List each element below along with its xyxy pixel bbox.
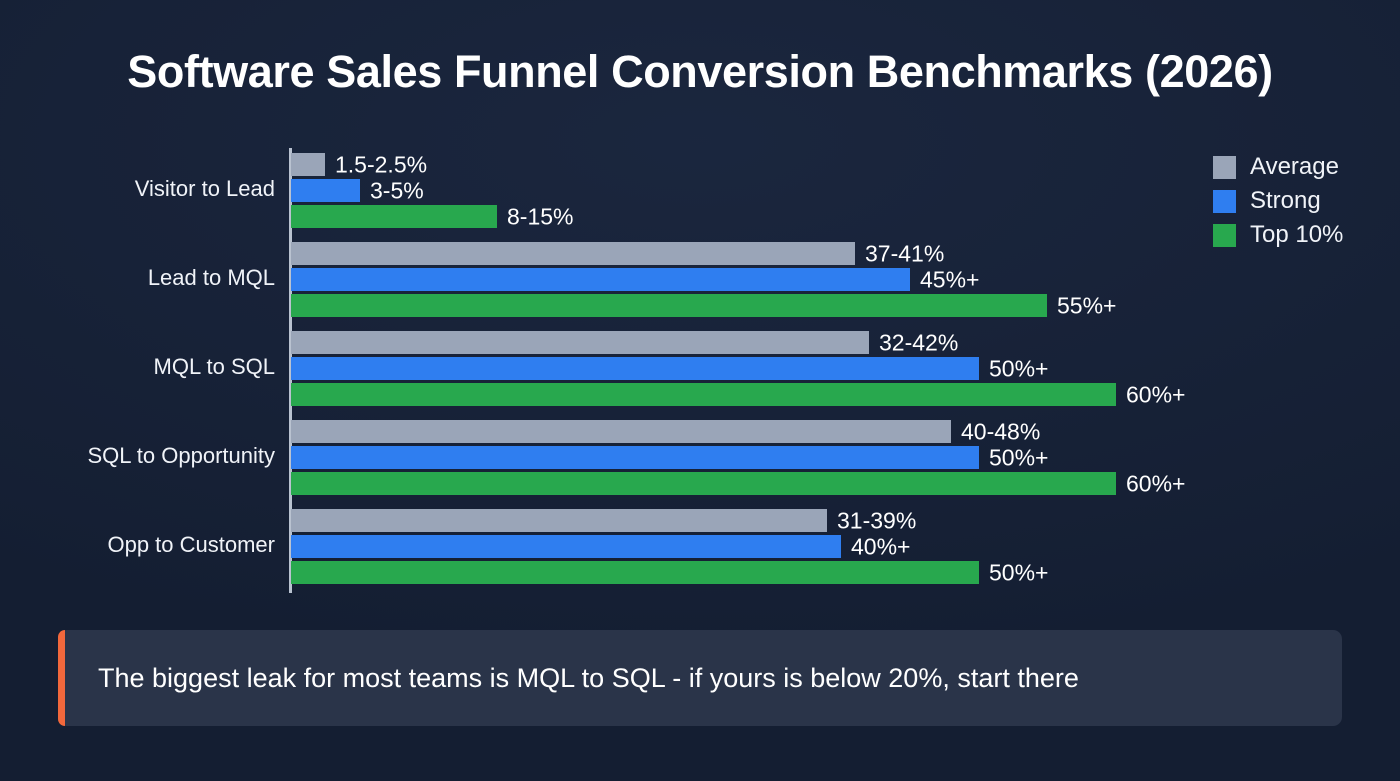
- legend-swatch-icon: [1213, 189, 1236, 213]
- bar-strong-1: [291, 268, 910, 291]
- bar-top-10--4: [291, 561, 979, 584]
- bar-row: 50%+: [291, 444, 1400, 470]
- insight-callout: The biggest leak for most teams is MQL t…: [58, 630, 1342, 726]
- bar-value-label: 50%+: [989, 444, 1049, 470]
- bar-value-label: 50%+: [989, 559, 1049, 585]
- bar-row: 1.5-2.5%: [291, 151, 1400, 177]
- bar-value-label: 60%+: [1126, 470, 1186, 496]
- category-label-sql-to-opportunity: SQL to Opportunity: [87, 442, 275, 468]
- bar-value-label: 31-39%: [837, 507, 917, 533]
- bar-value-label: 40-48%: [961, 418, 1041, 444]
- bar-strong-2: [291, 357, 979, 380]
- bar-top-10--0: [291, 205, 497, 228]
- bar-row: 50%+: [291, 559, 1400, 585]
- bar-strong-4: [291, 535, 841, 558]
- bar-average-3: [291, 420, 951, 443]
- bar-top-10--2: [291, 383, 1116, 406]
- callout-text: The biggest leak for most teams is MQL t…: [98, 662, 1079, 693]
- legend-item-average[interactable]: Average: [1213, 150, 1343, 184]
- bar-value-label: 1.5-2.5%: [335, 151, 428, 177]
- bar-row: 40%+: [291, 533, 1400, 559]
- bar-row: 31-39%: [291, 507, 1400, 533]
- bar-row: 50%+: [291, 355, 1400, 381]
- bar-top-10--1: [291, 294, 1047, 317]
- bar-row: 60%+: [291, 381, 1400, 407]
- bar-row: 45%+: [291, 266, 1400, 292]
- callout-accent-bar: [58, 630, 65, 726]
- legend-swatch-icon: [1213, 155, 1236, 179]
- bar-average-2: [291, 331, 869, 354]
- legend-label: Top 10%: [1250, 221, 1344, 248]
- bar-row: 55%+: [291, 292, 1400, 318]
- bar-value-label: 45%+: [920, 266, 980, 292]
- bar-value-label: 32-42%: [879, 329, 959, 355]
- category-label-opp-to-customer: Opp to Customer: [107, 531, 275, 557]
- bar-value-label: 40%+: [851, 533, 911, 559]
- bar-strong-0: [291, 179, 360, 202]
- bar-row: 40-48%: [291, 418, 1400, 444]
- bar-average-1: [291, 242, 855, 265]
- bar-row: 37-41%: [291, 240, 1400, 266]
- bar-row: 60%+: [291, 470, 1400, 496]
- y-axis-line: [289, 148, 292, 593]
- category-label-lead-to-mql: Lead to MQL: [147, 264, 275, 290]
- bar-value-label: 50%+: [989, 355, 1049, 381]
- bar-row: 8-15%: [291, 203, 1400, 229]
- bar-top-10--3: [291, 472, 1116, 495]
- bar-value-label: 3-5%: [370, 177, 424, 203]
- chart-legend: Average Strong Top 10%: [1213, 150, 1343, 252]
- legend-label: Average: [1250, 153, 1339, 180]
- bar-value-label: 37-41%: [865, 240, 945, 266]
- category-label-visitor-to-lead: Visitor to Lead: [134, 175, 275, 201]
- legend-item-top-10-[interactable]: Top 10%: [1213, 218, 1343, 252]
- bar-value-label: 60%+: [1126, 381, 1186, 407]
- category-label-mql-to-sql: MQL to SQL: [153, 353, 275, 379]
- bar-average-4: [291, 509, 827, 532]
- page-title: Software Sales Funnel Conversion Benchma…: [127, 46, 1273, 97]
- bar-row: 3-5%: [291, 177, 1400, 203]
- bar-value-label: 8-15%: [507, 203, 574, 229]
- bar-strong-3: [291, 446, 979, 469]
- legend-item-strong[interactable]: Strong: [1213, 184, 1343, 218]
- bar-average-0: [291, 153, 325, 176]
- bar-value-label: 55%+: [1057, 292, 1117, 318]
- bar-row: 32-42%: [291, 329, 1400, 355]
- legend-label: Strong: [1250, 187, 1321, 214]
- legend-swatch-icon: [1213, 223, 1236, 247]
